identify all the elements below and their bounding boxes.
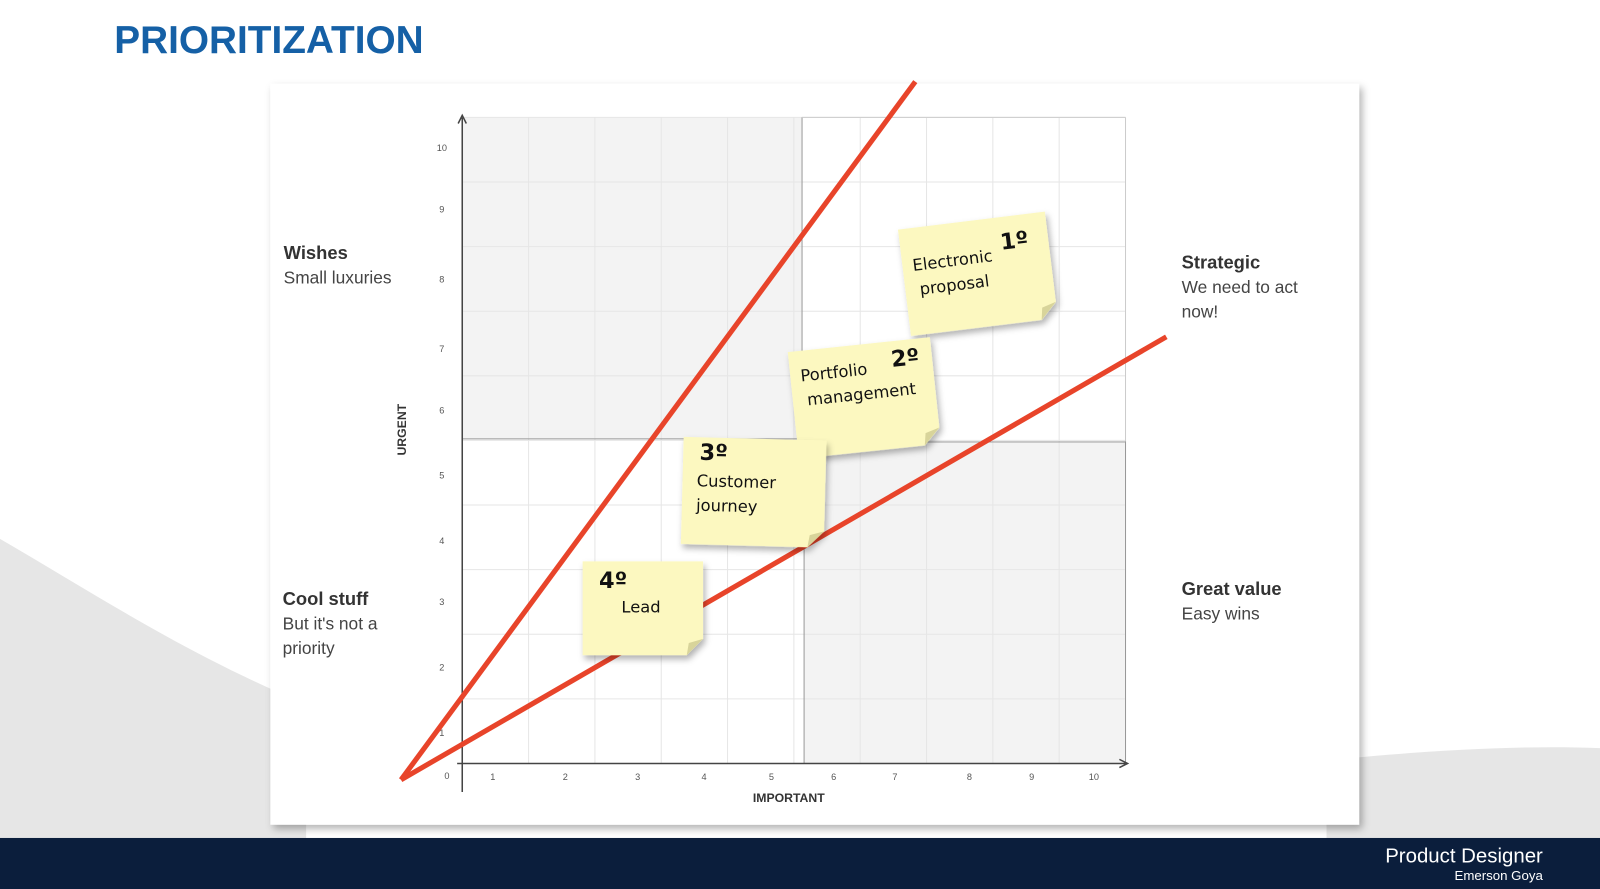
y-tick-label: 4: [439, 536, 444, 546]
quadrant-bg: [462, 117, 803, 439]
note-text: Customer: [697, 471, 777, 492]
x-tick-label: 4: [702, 772, 707, 782]
x-tick-label: 9: [1029, 772, 1034, 782]
bg-shape: [1326, 747, 1600, 838]
x-tick-label: 3: [635, 772, 640, 782]
quadrant-text: now!: [1182, 301, 1219, 321]
x-tick-label: 10: [1089, 772, 1099, 782]
note-rank: 4º: [599, 568, 627, 594]
quadrant-title: Cool stuff: [283, 588, 370, 609]
note-paper: [897, 211, 1056, 337]
note-paper: [787, 337, 940, 459]
y-tick-label: 10: [437, 143, 447, 153]
y-tick-label: 7: [439, 344, 444, 354]
x-axis: [457, 758, 1130, 769]
x-tick-label: 6: [831, 772, 836, 782]
footer-bar: [0, 837, 1600, 889]
note-rank: 1º: [999, 227, 1030, 256]
note-text: Lead: [621, 597, 660, 616]
x-tick-label: 2: [563, 772, 568, 782]
y-tick-label: 5: [439, 471, 444, 481]
note-fold: [686, 638, 704, 656]
y-tick-label: 6: [439, 405, 444, 415]
bg-shape: [0, 538, 307, 838]
quadrant-title: Strategic: [1182, 251, 1261, 272]
note-rank: 3º: [699, 440, 728, 467]
x-tick-label: 8: [967, 772, 972, 782]
y-tick-label: 1: [439, 728, 444, 738]
sticky-note: 3º Customer journey: [680, 436, 827, 548]
y-axis: [457, 113, 468, 793]
quadrant-title: Great value: [1182, 578, 1282, 599]
y-axis-label: URGENT: [395, 403, 409, 455]
note-paper: [680, 436, 827, 548]
quadrant-title: Wishes: [284, 242, 348, 263]
x-tick-label: 1: [490, 772, 495, 782]
quadrant-text: priority: [283, 638, 335, 658]
x-axis-label: IMPORTANT: [753, 791, 825, 805]
footer-name: Emerson Goya: [1454, 868, 1543, 883]
y-tick-label: 2: [439, 663, 444, 673]
quadrant-bg: [804, 441, 1126, 764]
note-rank: 2º: [890, 344, 921, 373]
y-tick-label: 3: [439, 597, 444, 607]
priority-line: [398, 80, 918, 782]
x-tick-label: 5: [769, 772, 774, 782]
sticky-note: 4º Lead: [582, 561, 704, 656]
title: PRIORITIZATION: [114, 19, 423, 62]
quadrant-text: We need to act: [1182, 277, 1298, 297]
quadrant-text: Small luxuries: [284, 268, 392, 288]
quadrant-text: But it's not a: [283, 614, 378, 634]
priority-line: [399, 334, 1168, 782]
origin-label: 0: [444, 771, 449, 781]
note-text: journey: [695, 496, 758, 517]
x-tick-label: 7: [892, 772, 897, 782]
y-tick-label: 9: [439, 204, 444, 214]
quadrant-text: Easy wins: [1182, 604, 1260, 624]
footer-role: Product Designer: [1385, 845, 1543, 867]
note-paper: [582, 561, 704, 656]
y-tick-label: 8: [439, 275, 444, 285]
